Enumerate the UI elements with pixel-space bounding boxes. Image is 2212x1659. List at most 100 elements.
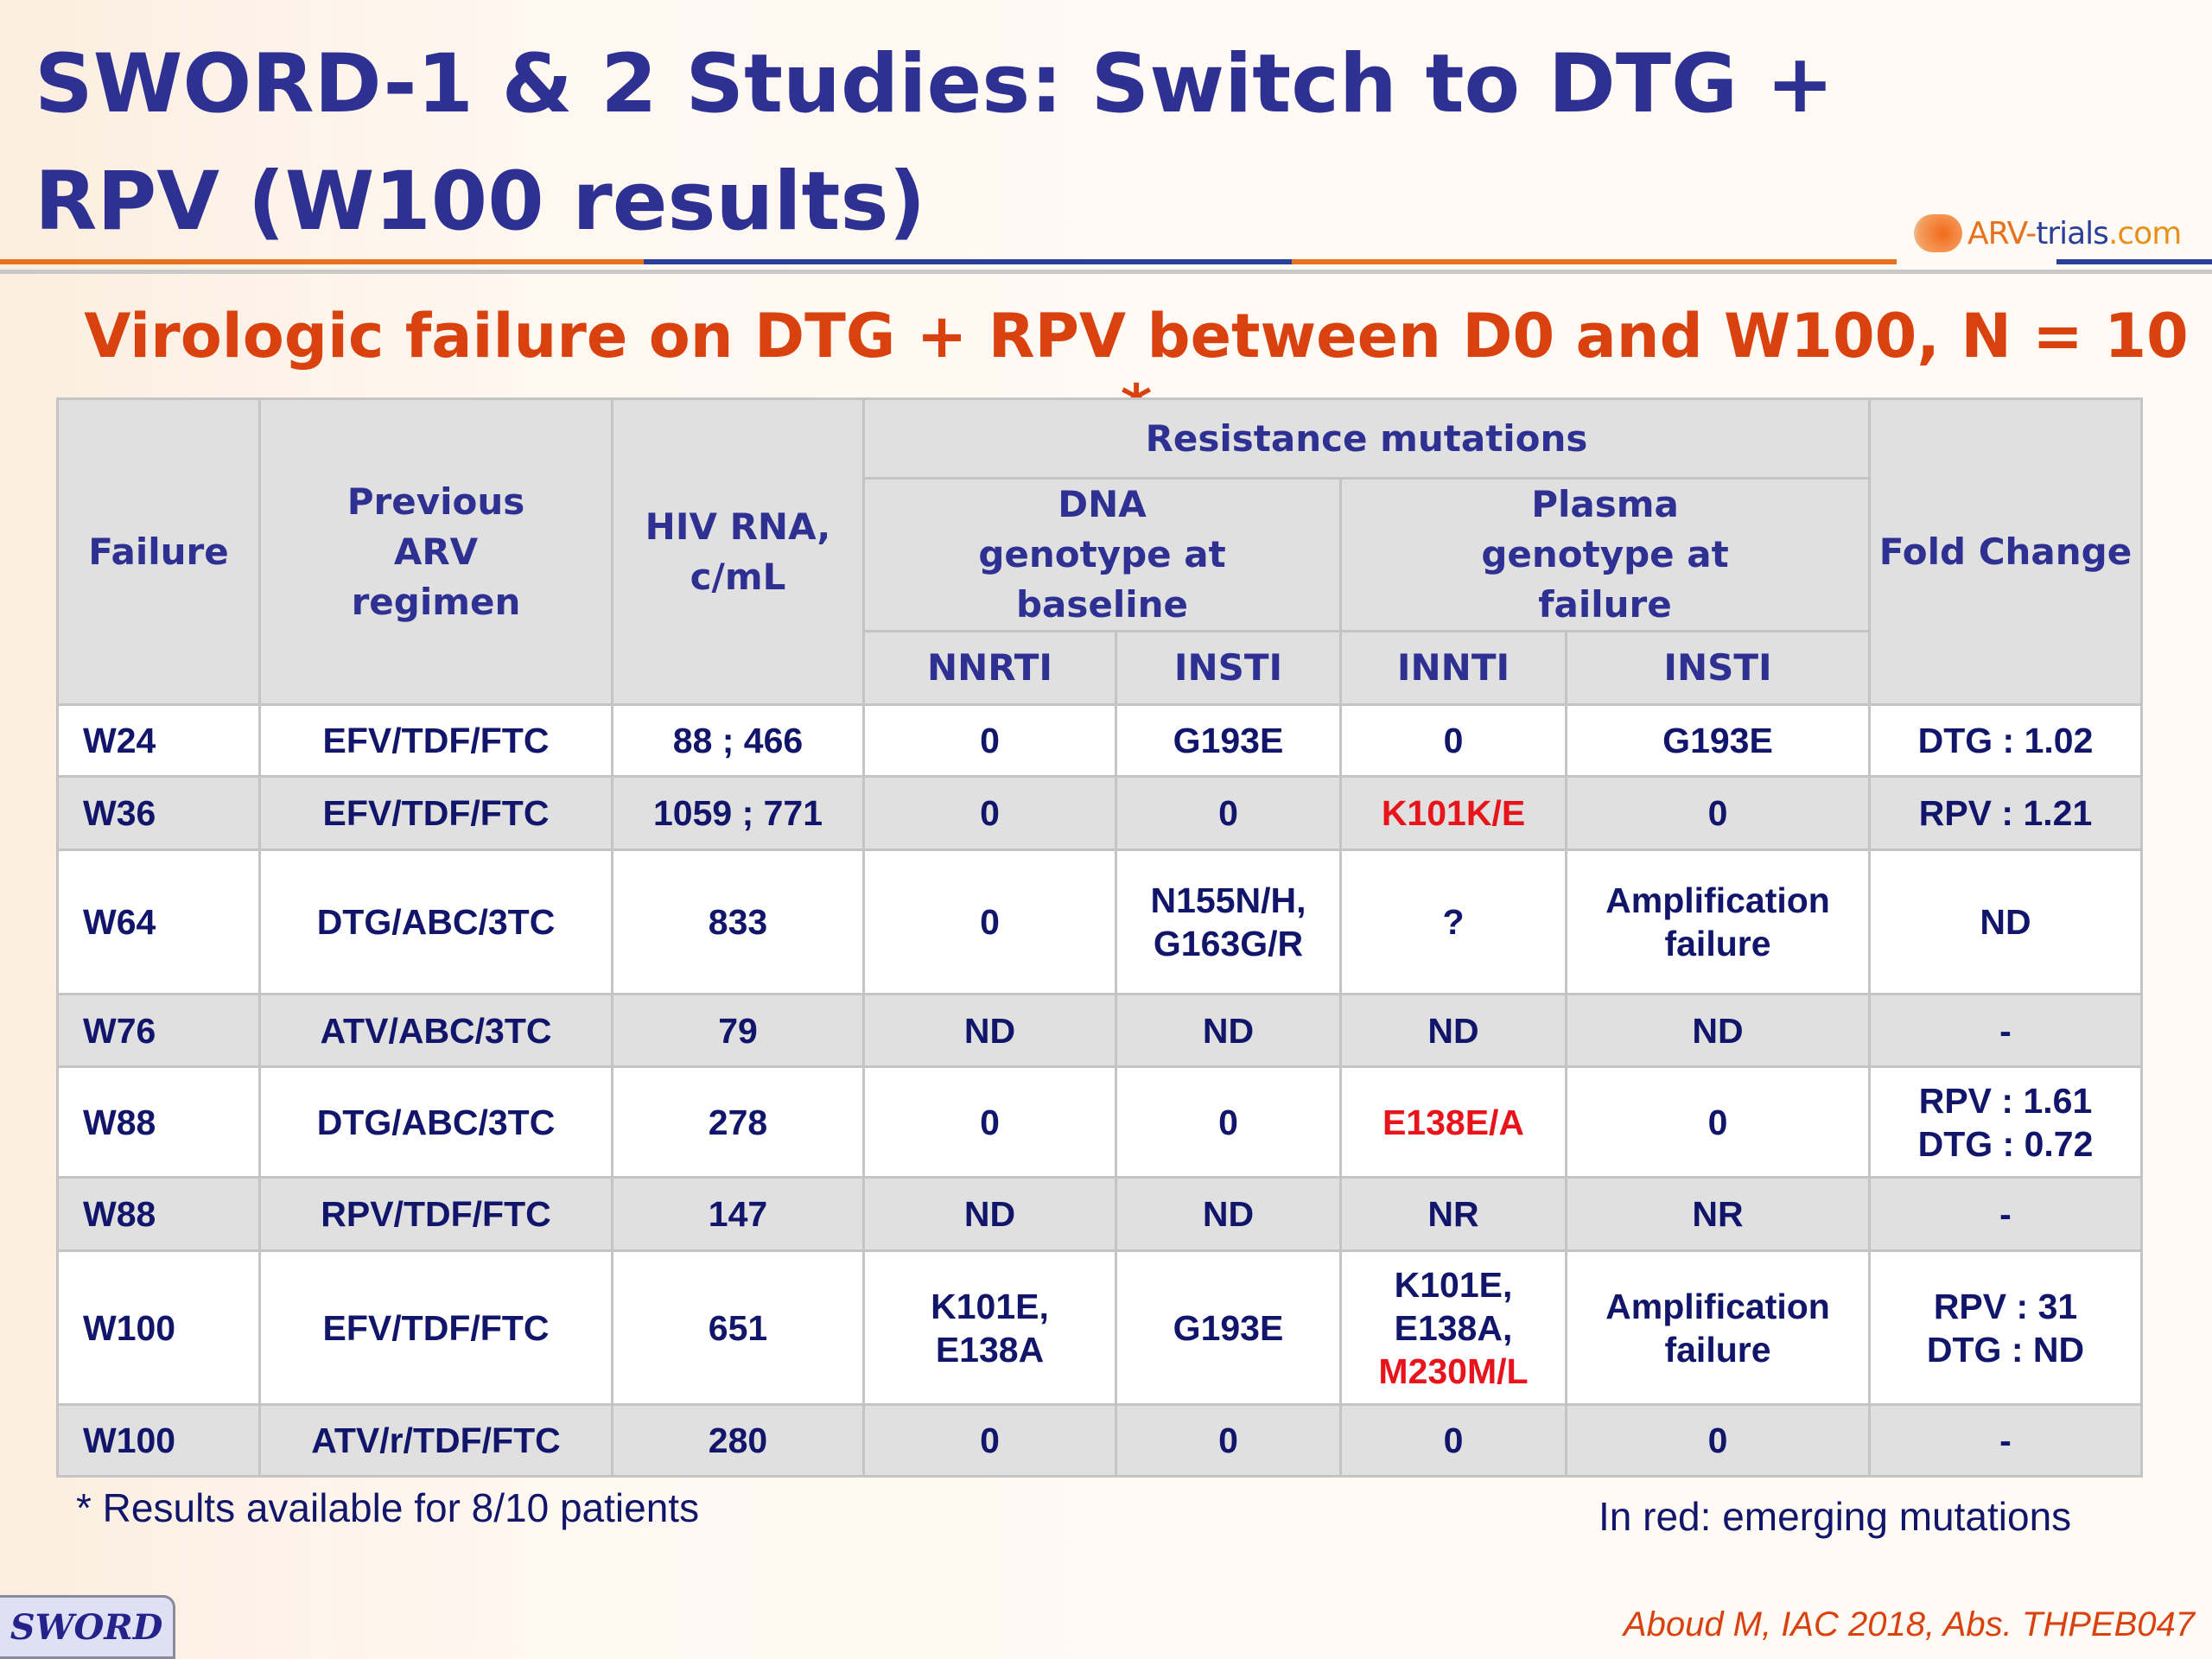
cell-plasma-insti: 0 — [1565, 1065, 1871, 1179]
cell-line: 0 — [980, 793, 1000, 833]
cell-line: G163G/R — [1153, 924, 1304, 963]
cell-line: 0 — [1443, 1421, 1464, 1460]
cell-line: 0 — [1218, 793, 1238, 833]
cell-plasma-insti: 0 — [1565, 775, 1871, 851]
cell-line: 147 — [708, 1194, 768, 1234]
cell-plasma-insti: Amplification failure — [1565, 1249, 1871, 1406]
cell-line: 0 — [1218, 1102, 1238, 1142]
cell-fold-change: RPV : 31 DTG : ND — [1868, 1249, 2143, 1406]
cell-line: EFV/TDF/FTC — [322, 721, 550, 760]
cell-failure: W24 — [56, 703, 261, 778]
header-resistance-mutations: Resistance mutations — [862, 397, 1871, 480]
citation: Aboud M, IAC 2018, Abs. THPEB047 — [1623, 1605, 2195, 1643]
cell-dna-insti: 0 — [1115, 1065, 1342, 1179]
slide-title: SWORD-1 & 2 Studies: Switch to DTG + RPV… — [35, 37, 1834, 249]
cell-plasma-innti: 0 — [1339, 703, 1567, 778]
cell-plasma-innti: K101K/E — [1339, 775, 1567, 851]
cell-line: G193E — [1173, 1307, 1284, 1348]
cell-regimen: EFV/TDF/FTC — [258, 775, 613, 851]
cell-line: DTG/ABC/3TC — [316, 1102, 556, 1142]
cell-line: 278 — [708, 1102, 768, 1142]
legend-note: In red: emerging mutations — [1599, 1494, 2072, 1539]
cell-line: Amplification — [1605, 1286, 1830, 1326]
cell-failure: W100 — [56, 1403, 261, 1478]
cell-line: EFV/TDF/FTC — [322, 793, 550, 833]
cell-line: 0 — [980, 902, 1000, 942]
cell-dna-nnrti: 0 — [862, 1065, 1117, 1179]
cell-line: G193E — [1173, 721, 1284, 760]
header-failure: Failure — [56, 397, 261, 706]
cell-line: W88 — [83, 1102, 156, 1142]
footnote: * Results available for 8/10 patients — [76, 1485, 700, 1530]
cell-plasma-innti: 0 — [1339, 1403, 1567, 1478]
cell-line: ND — [963, 1194, 1016, 1234]
cell-line: ND — [1202, 1194, 1255, 1234]
arv-trials-logo: ARV-trials.com — [1914, 214, 2182, 252]
header-regimen: Previous ARV regimen — [258, 397, 613, 706]
cell-regimen: DTG/ABC/3TC — [258, 1065, 613, 1179]
cell-line: NR — [1427, 1194, 1479, 1234]
cell-line: 0 — [1218, 1421, 1238, 1460]
cell-dna-insti: 0 — [1115, 1403, 1342, 1478]
cell-line: RPV : 1.21 — [1918, 793, 2093, 833]
logo-com: .com — [2107, 215, 2182, 251]
cell-line: 0 — [980, 1102, 1000, 1142]
cell-hiv-rna: 1059 ; 771 — [611, 775, 865, 851]
cell-plasma-insti: ND — [1565, 993, 1871, 1068]
header-nnrti: NNRTI — [862, 630, 1117, 706]
cell-fold-change: ND — [1868, 849, 2143, 995]
cell-fold-change: - — [1868, 1403, 2143, 1478]
cell-line: - — [1999, 1421, 2012, 1460]
cell-regimen: ATV/r/TDF/FTC — [258, 1403, 613, 1478]
cell-plasma-innti: NR — [1339, 1176, 1567, 1252]
cell-line: W100 — [83, 1421, 176, 1460]
cell-hiv-rna: 88 ; 466 — [611, 703, 865, 778]
table-row: W88 RPV/TDF/FTC 147 ND ND NR NR - — [56, 1176, 2143, 1252]
cell-line: EFV/TDF/FTC — [322, 1307, 550, 1348]
cell-line: 88 ; 466 — [672, 721, 804, 760]
cell-line: 833 — [708, 902, 768, 942]
table-row: W24 EFV/TDF/FTC 88 ; 466 0 G193E 0 G193E DTG : … — [56, 703, 2143, 778]
cell-regimen: EFV/TDF/FTC — [258, 703, 613, 778]
cell-plasma-innti: E138E/A — [1339, 1065, 1567, 1179]
header-hiv-rna: HIV RNA, c/mL — [611, 397, 865, 706]
cell-failure: W88 — [56, 1065, 261, 1179]
cell-dna-nnrti: 0 — [862, 1403, 1117, 1478]
logo-trials: trials — [2036, 215, 2109, 251]
cell-regimen: EFV/TDF/FTC — [258, 1249, 613, 1406]
cell-line: DTG : ND — [1926, 1329, 2085, 1370]
cell-line: ATV/ABC/3TC — [320, 1010, 552, 1051]
cell-line: 0 — [980, 721, 1000, 760]
table-row: W36 EFV/TDF/FTC 1059 ; 771 0 0 K101K/E 0 RPV : … — [56, 775, 2143, 851]
cell-failure: W64 — [56, 849, 261, 995]
header-fold-change: Fold Change — [1868, 397, 2143, 706]
cell-line: ND — [1202, 1010, 1255, 1051]
cell-dna-insti: N155N/H, G163G/R — [1115, 849, 1342, 995]
cell-plasma-insti: Amplification failure — [1565, 849, 1871, 995]
cell-line: - — [1999, 1010, 2012, 1051]
cell-failure: W76 — [56, 993, 261, 1068]
header-insti-baseline: INSTI — [1115, 630, 1342, 706]
cell-dna-insti: G193E — [1115, 703, 1342, 778]
table-row: W76 ATV/ABC/3TC 79 ND ND ND ND - — [56, 993, 2143, 1068]
cell-line: W36 — [83, 793, 156, 833]
logo-arv: ARV- — [1967, 215, 2037, 251]
cell-dna-nnrti: ND — [862, 1176, 1117, 1252]
cell-dna-nnrti: 0 — [862, 775, 1117, 851]
cell-plasma-insti: G193E — [1565, 703, 1871, 778]
table-row: W100 ATV/r/TDF/FTC 280 0 0 0 0 - — [56, 1403, 2143, 1478]
cell-line: RPV : 1.61 — [1918, 1080, 2093, 1121]
header-plasma-genotype: Plasma genotype at failure — [1339, 477, 1871, 632]
cell-fold-change: RPV : 1.21 — [1868, 775, 2143, 851]
cell-line: 79 — [718, 1010, 758, 1051]
cell-dna-insti: ND — [1115, 993, 1342, 1068]
cell-line: ND — [1980, 902, 2031, 942]
cell-line: ? — [1442, 902, 1465, 942]
cell-line: 0 — [980, 1421, 1000, 1460]
cell-line: ND — [1692, 1010, 1744, 1051]
cell-line: RPV/TDF/FTC — [321, 1194, 551, 1234]
table-row: W100 EFV/TDF/FTC 651 K101E, E138A G193E K101E,… — [56, 1249, 2143, 1406]
cell-failure: W36 — [56, 775, 261, 851]
cell-dna-insti: G193E — [1115, 1249, 1342, 1406]
slide-subtitle: Virologic failure on DTG + RPV between D… — [84, 301, 2189, 442]
